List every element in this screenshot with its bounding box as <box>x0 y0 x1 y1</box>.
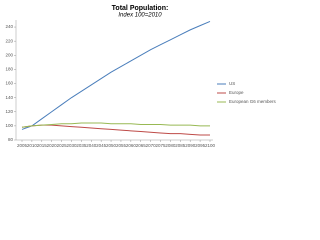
x-tick-label: 2085 <box>175 143 186 148</box>
y-tick-label: 140 <box>5 95 13 100</box>
chart: Total Population: Index 100=2010 80 100 12… <box>5 5 277 148</box>
x-tick-label: 2040 <box>86 143 97 148</box>
x-tick-label: 2035 <box>76 143 87 148</box>
y-tick-label: 200 <box>5 52 13 57</box>
legend-label: Europe <box>229 90 244 95</box>
x-tick-label: 2065 <box>136 143 147 148</box>
chart-subtitle: Index 100=2010 <box>118 13 162 19</box>
chart-title: Total Population: <box>112 5 169 12</box>
series-line <box>21 20 211 130</box>
legend-label: US <box>229 81 235 86</box>
series-line <box>21 122 210 128</box>
y-tick-label: 180 <box>5 67 13 72</box>
x-tick-label: 2030 <box>66 143 77 148</box>
x-tick-label: 2100 <box>205 143 216 148</box>
legend-label: European G6 members <box>229 99 277 104</box>
x-tick-label: 2050 <box>106 143 117 148</box>
y-tick-label: 220 <box>5 38 13 43</box>
y-tick-label: 100 <box>5 123 13 128</box>
x-tick-label: 2080 <box>165 143 176 148</box>
x-tick-label: 2060 <box>126 143 137 148</box>
x-tick-label: 2090 <box>185 143 196 148</box>
x-tick-label: 2015 <box>37 143 48 148</box>
x-tick-label: 2045 <box>96 143 107 148</box>
y-tick-label: 160 <box>5 81 13 86</box>
x-tick-label: 2025 <box>57 143 68 148</box>
y-tick-label: 120 <box>5 109 13 114</box>
x-tick-label: 2020 <box>47 143 58 148</box>
x-tick-label: 2055 <box>116 143 127 148</box>
y-tick-label: 240 <box>5 24 13 29</box>
x-tick-label: 2010 <box>27 143 38 148</box>
x-tick-label: 2070 <box>146 143 157 148</box>
x-tick-label: 2095 <box>195 143 206 148</box>
series-line <box>21 124 210 136</box>
x-tick-label: 2005 <box>17 143 28 148</box>
x-tick-label: 2075 <box>156 143 167 148</box>
y-tick-label: 80 <box>8 137 14 142</box>
